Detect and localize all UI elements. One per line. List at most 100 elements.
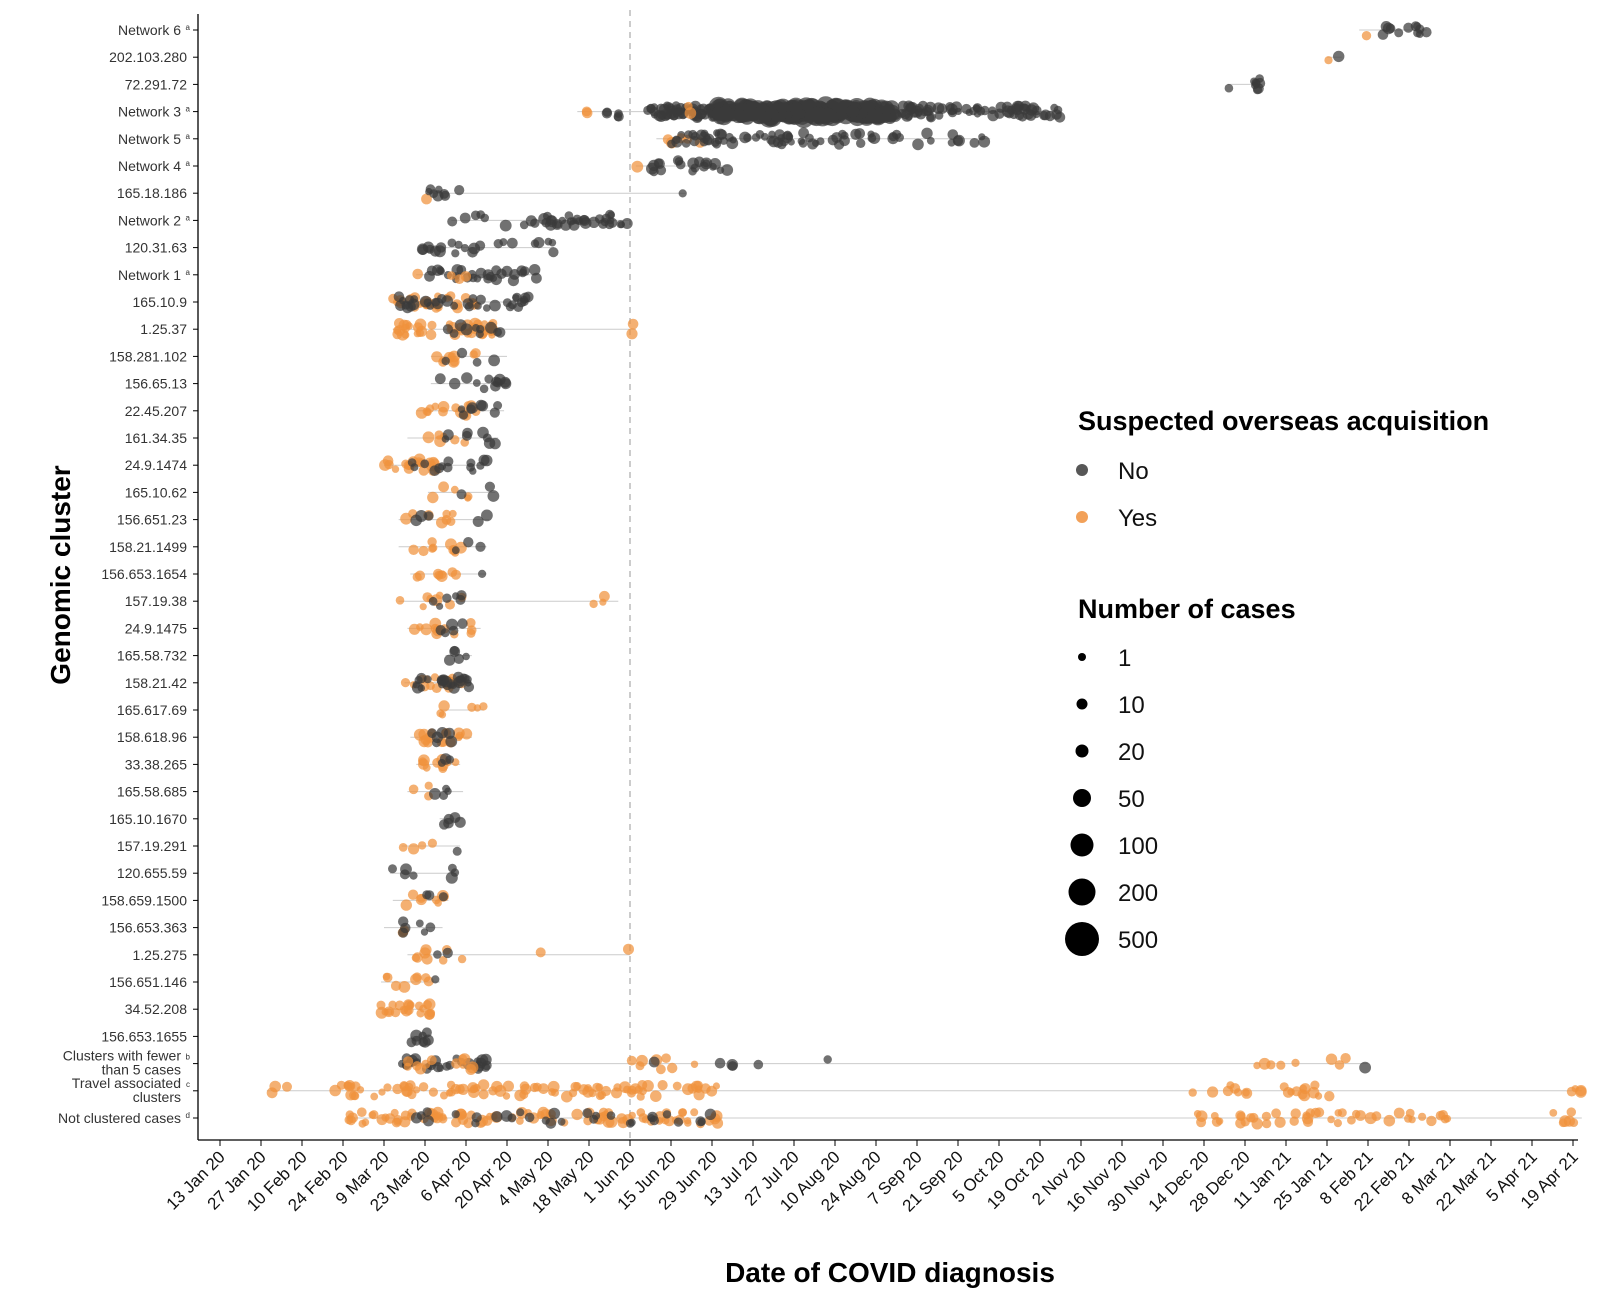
case-point	[1274, 1116, 1286, 1128]
case-point	[1235, 1118, 1246, 1129]
case-point	[1571, 1085, 1579, 1093]
case-point	[370, 1092, 379, 1101]
case-point	[684, 130, 693, 139]
cluster-label: 158.659.1500	[101, 892, 187, 908]
case-point	[447, 238, 457, 248]
case-point	[479, 384, 489, 394]
case-point	[709, 162, 717, 171]
case-point	[415, 328, 425, 337]
case-point	[621, 218, 633, 229]
case-point	[447, 1087, 456, 1097]
case-point	[459, 212, 471, 224]
case-point	[571, 1108, 583, 1121]
case-point	[646, 104, 656, 113]
case-point	[451, 249, 460, 258]
case-point	[675, 107, 684, 116]
case-point	[548, 1107, 561, 1120]
legend-size-swatch	[1070, 833, 1094, 857]
cluster-label-footnote: b	[186, 1053, 191, 1062]
case-point	[472, 516, 484, 527]
case-point	[954, 107, 962, 115]
case-point	[438, 680, 446, 689]
case-point	[428, 544, 437, 553]
case-point	[1290, 1108, 1301, 1119]
case-point	[674, 157, 684, 166]
case-point	[421, 953, 433, 965]
case-point	[1438, 1110, 1448, 1120]
cluster-label: clusters	[133, 1089, 181, 1105]
case-point	[400, 678, 411, 688]
case-point	[399, 1005, 409, 1015]
case-point	[499, 219, 512, 232]
case-point	[415, 1063, 427, 1075]
case-point	[1333, 1119, 1342, 1128]
case-point	[461, 430, 472, 441]
cluster-label: 161.34.35	[125, 430, 187, 446]
case-point	[489, 407, 500, 418]
case-point	[391, 1117, 402, 1128]
case-point	[414, 318, 427, 331]
case-point	[1314, 1092, 1323, 1100]
case-point	[350, 1081, 361, 1092]
cluster-label: 24.9.1475	[125, 620, 187, 636]
cluster-label: 165.58.685	[117, 784, 187, 800]
case-point	[768, 135, 780, 148]
case-point	[420, 459, 430, 469]
case-point	[412, 972, 422, 982]
case-point	[449, 357, 459, 367]
case-point	[648, 1056, 660, 1068]
case-point	[839, 135, 850, 147]
case-point	[626, 1055, 637, 1066]
case-point	[467, 702, 477, 712]
case-point	[417, 244, 428, 255]
case-point	[784, 110, 793, 120]
case-point	[438, 700, 450, 712]
case-point	[516, 265, 527, 277]
case-point	[442, 1062, 452, 1071]
cluster-label: Clusters with fewer	[63, 1048, 182, 1064]
case-point	[446, 1080, 456, 1090]
case-point	[455, 733, 463, 742]
case-point	[1004, 108, 1015, 119]
case-point	[561, 1090, 573, 1103]
cluster-label-footnote: c	[186, 1080, 190, 1089]
case-point	[475, 294, 486, 305]
case-point	[466, 1061, 479, 1074]
case-point	[466, 628, 476, 638]
cluster-label: Network 6	[118, 22, 181, 38]
case-point	[1337, 1108, 1347, 1118]
cluster-label: Network 5	[118, 131, 181, 147]
case-point	[357, 1107, 367, 1117]
case-point	[1025, 109, 1037, 121]
case-point	[948, 107, 957, 115]
case-point	[1210, 1112, 1219, 1120]
case-point	[481, 509, 493, 522]
case-point	[591, 1111, 601, 1120]
case-point	[422, 1107, 432, 1117]
case-point	[408, 784, 419, 795]
case-point	[438, 956, 448, 965]
case-point	[653, 110, 665, 122]
case-point	[1393, 1107, 1405, 1119]
case-points	[266, 21, 1587, 1130]
case-point	[392, 329, 403, 340]
case-point	[548, 247, 559, 258]
case-point	[483, 304, 491, 312]
case-point	[700, 129, 709, 138]
case-point	[1364, 1112, 1377, 1125]
case-point	[627, 1118, 636, 1127]
case-point	[435, 185, 443, 194]
case-point	[450, 868, 460, 877]
cluster-label: 157.19.38	[125, 593, 187, 609]
case-point	[462, 298, 474, 310]
legend-size-label: 100	[1118, 833, 1158, 860]
case-point	[282, 1081, 292, 1092]
legend-size-swatch	[1076, 698, 1088, 710]
case-point	[484, 374, 494, 384]
case-point	[584, 1084, 592, 1093]
case-point	[514, 1089, 526, 1102]
legend-size-label: 500	[1118, 927, 1158, 954]
case-point	[787, 138, 795, 146]
